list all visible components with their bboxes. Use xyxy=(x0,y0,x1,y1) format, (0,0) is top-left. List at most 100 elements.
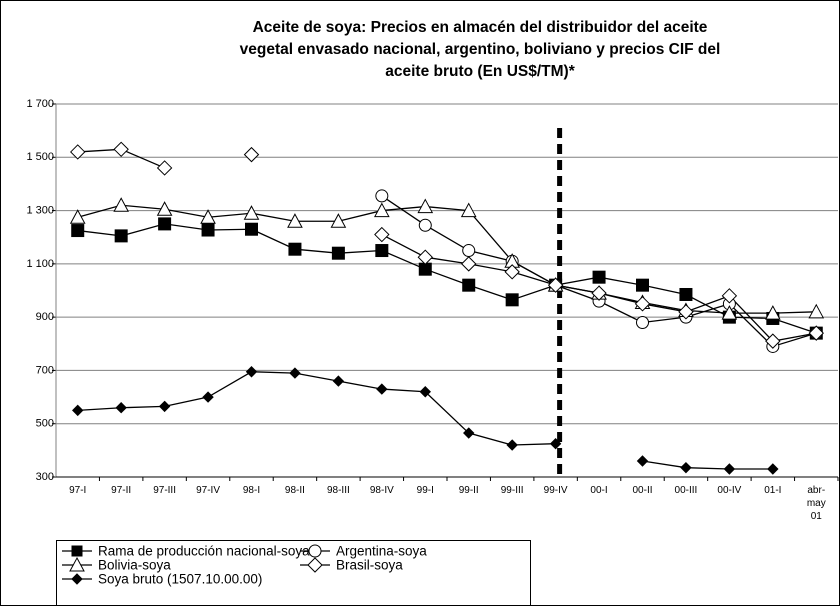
marker xyxy=(767,463,779,475)
marker xyxy=(417,249,433,265)
marker xyxy=(592,270,606,284)
x-tick-label: 99-IV xyxy=(543,485,568,496)
series-line xyxy=(77,223,817,334)
x-tick-label: 99-II xyxy=(458,485,479,496)
x-tick-label-box: 98-III xyxy=(326,485,350,496)
marker xyxy=(678,304,694,320)
marker xyxy=(158,217,172,231)
marker xyxy=(463,427,475,439)
marker xyxy=(505,293,519,307)
marker xyxy=(115,402,127,414)
marker xyxy=(764,305,781,320)
x-tick-label: 00-III xyxy=(674,485,698,496)
marker xyxy=(418,218,432,232)
x-tick-label-box: 99-III xyxy=(501,485,524,496)
x-tick-label-box: 99-II xyxy=(458,485,479,496)
marker xyxy=(636,315,649,329)
marker xyxy=(506,439,518,451)
x-tick-label-box: 97-I xyxy=(69,485,87,496)
x-tick-label: 98-III xyxy=(326,485,350,496)
chart-title: Aceite de soya: Precios en almacén del d… xyxy=(253,19,708,36)
x-tick-label: 00-II xyxy=(632,485,653,496)
marker xyxy=(680,461,692,474)
legend-label: Bolivia-soya xyxy=(98,558,171,573)
marker xyxy=(288,242,302,256)
marker xyxy=(636,278,649,292)
y-tick-label: 700 xyxy=(36,364,54,376)
marker xyxy=(679,287,693,301)
x-tick-label-box: 01-I xyxy=(764,485,782,496)
marker xyxy=(287,213,303,228)
marker xyxy=(331,246,345,260)
marker xyxy=(462,278,476,292)
x-tick-label: 00-I xyxy=(590,485,608,496)
marker xyxy=(113,141,129,157)
legend-label: Argentina-soya xyxy=(336,544,427,559)
x-tick-label-box: 98-II xyxy=(284,485,305,496)
chart-title: vegetal envasado nacional, argentino, bo… xyxy=(240,41,721,58)
marker xyxy=(808,303,825,319)
legend-label: Rama de producción nacional-soya xyxy=(98,544,310,559)
marker xyxy=(636,455,649,467)
marker xyxy=(289,367,301,379)
x-tick-label-box: 00-II xyxy=(632,485,653,496)
x-tick-label-box: 00-I xyxy=(590,485,608,496)
x-tick-label: 97-I xyxy=(69,485,87,496)
marker xyxy=(243,146,260,163)
legend-box xyxy=(56,540,531,606)
marker xyxy=(114,229,128,243)
x-tick-label: 99-I xyxy=(416,485,434,496)
marker xyxy=(156,201,173,216)
marker xyxy=(461,256,477,272)
marker xyxy=(591,285,607,301)
y-tick-label: 1 700 xyxy=(26,98,54,110)
marker xyxy=(721,305,738,320)
y-tick-label: 1 300 xyxy=(26,204,54,216)
marker xyxy=(376,383,388,395)
x-tick-label-box: 00-III xyxy=(674,485,698,496)
y-tick-label: 1 500 xyxy=(26,151,54,163)
series-line xyxy=(77,371,773,470)
marker xyxy=(462,244,476,258)
marker xyxy=(374,226,390,243)
marker xyxy=(245,222,258,236)
marker xyxy=(547,277,564,293)
x-tick-label: 98-II xyxy=(284,485,305,496)
legend-marker xyxy=(69,556,85,572)
legend-marker xyxy=(307,557,323,573)
y-tick-label: 500 xyxy=(36,418,54,430)
x-tick-label-box: 98-IV xyxy=(370,485,394,496)
marker xyxy=(723,463,736,475)
marker xyxy=(549,437,562,450)
x-tick-label: 01-I xyxy=(764,485,782,496)
marker xyxy=(375,189,389,203)
legend-label: Brasil-soya xyxy=(336,558,403,573)
marker xyxy=(72,404,84,417)
marker xyxy=(634,296,651,312)
y-tick-label: 300 xyxy=(36,471,54,483)
x-tick-label-box: abr-may 01 xyxy=(806,485,826,522)
marker xyxy=(158,400,171,413)
marker xyxy=(70,144,86,160)
marker xyxy=(765,333,781,349)
x-tick-label-box: 99-I xyxy=(416,485,434,496)
x-tick-label: abr-may 01 xyxy=(806,485,826,522)
x-tick-label-box: 97-II xyxy=(111,485,131,496)
marker xyxy=(245,366,258,378)
marker xyxy=(418,262,432,276)
marker xyxy=(330,213,347,228)
marker xyxy=(332,375,345,387)
marker xyxy=(156,160,173,176)
marker xyxy=(71,224,85,238)
marker xyxy=(200,209,216,224)
legend-label: Soya bruto (1507.10.00.00) xyxy=(98,572,262,587)
marker xyxy=(417,198,434,214)
x-tick-label-box: 98-I xyxy=(243,485,260,496)
y-tick-label: 1 100 xyxy=(26,258,54,270)
series-line xyxy=(77,204,817,314)
marker xyxy=(69,209,86,224)
marker xyxy=(373,202,390,218)
marker xyxy=(419,386,431,398)
